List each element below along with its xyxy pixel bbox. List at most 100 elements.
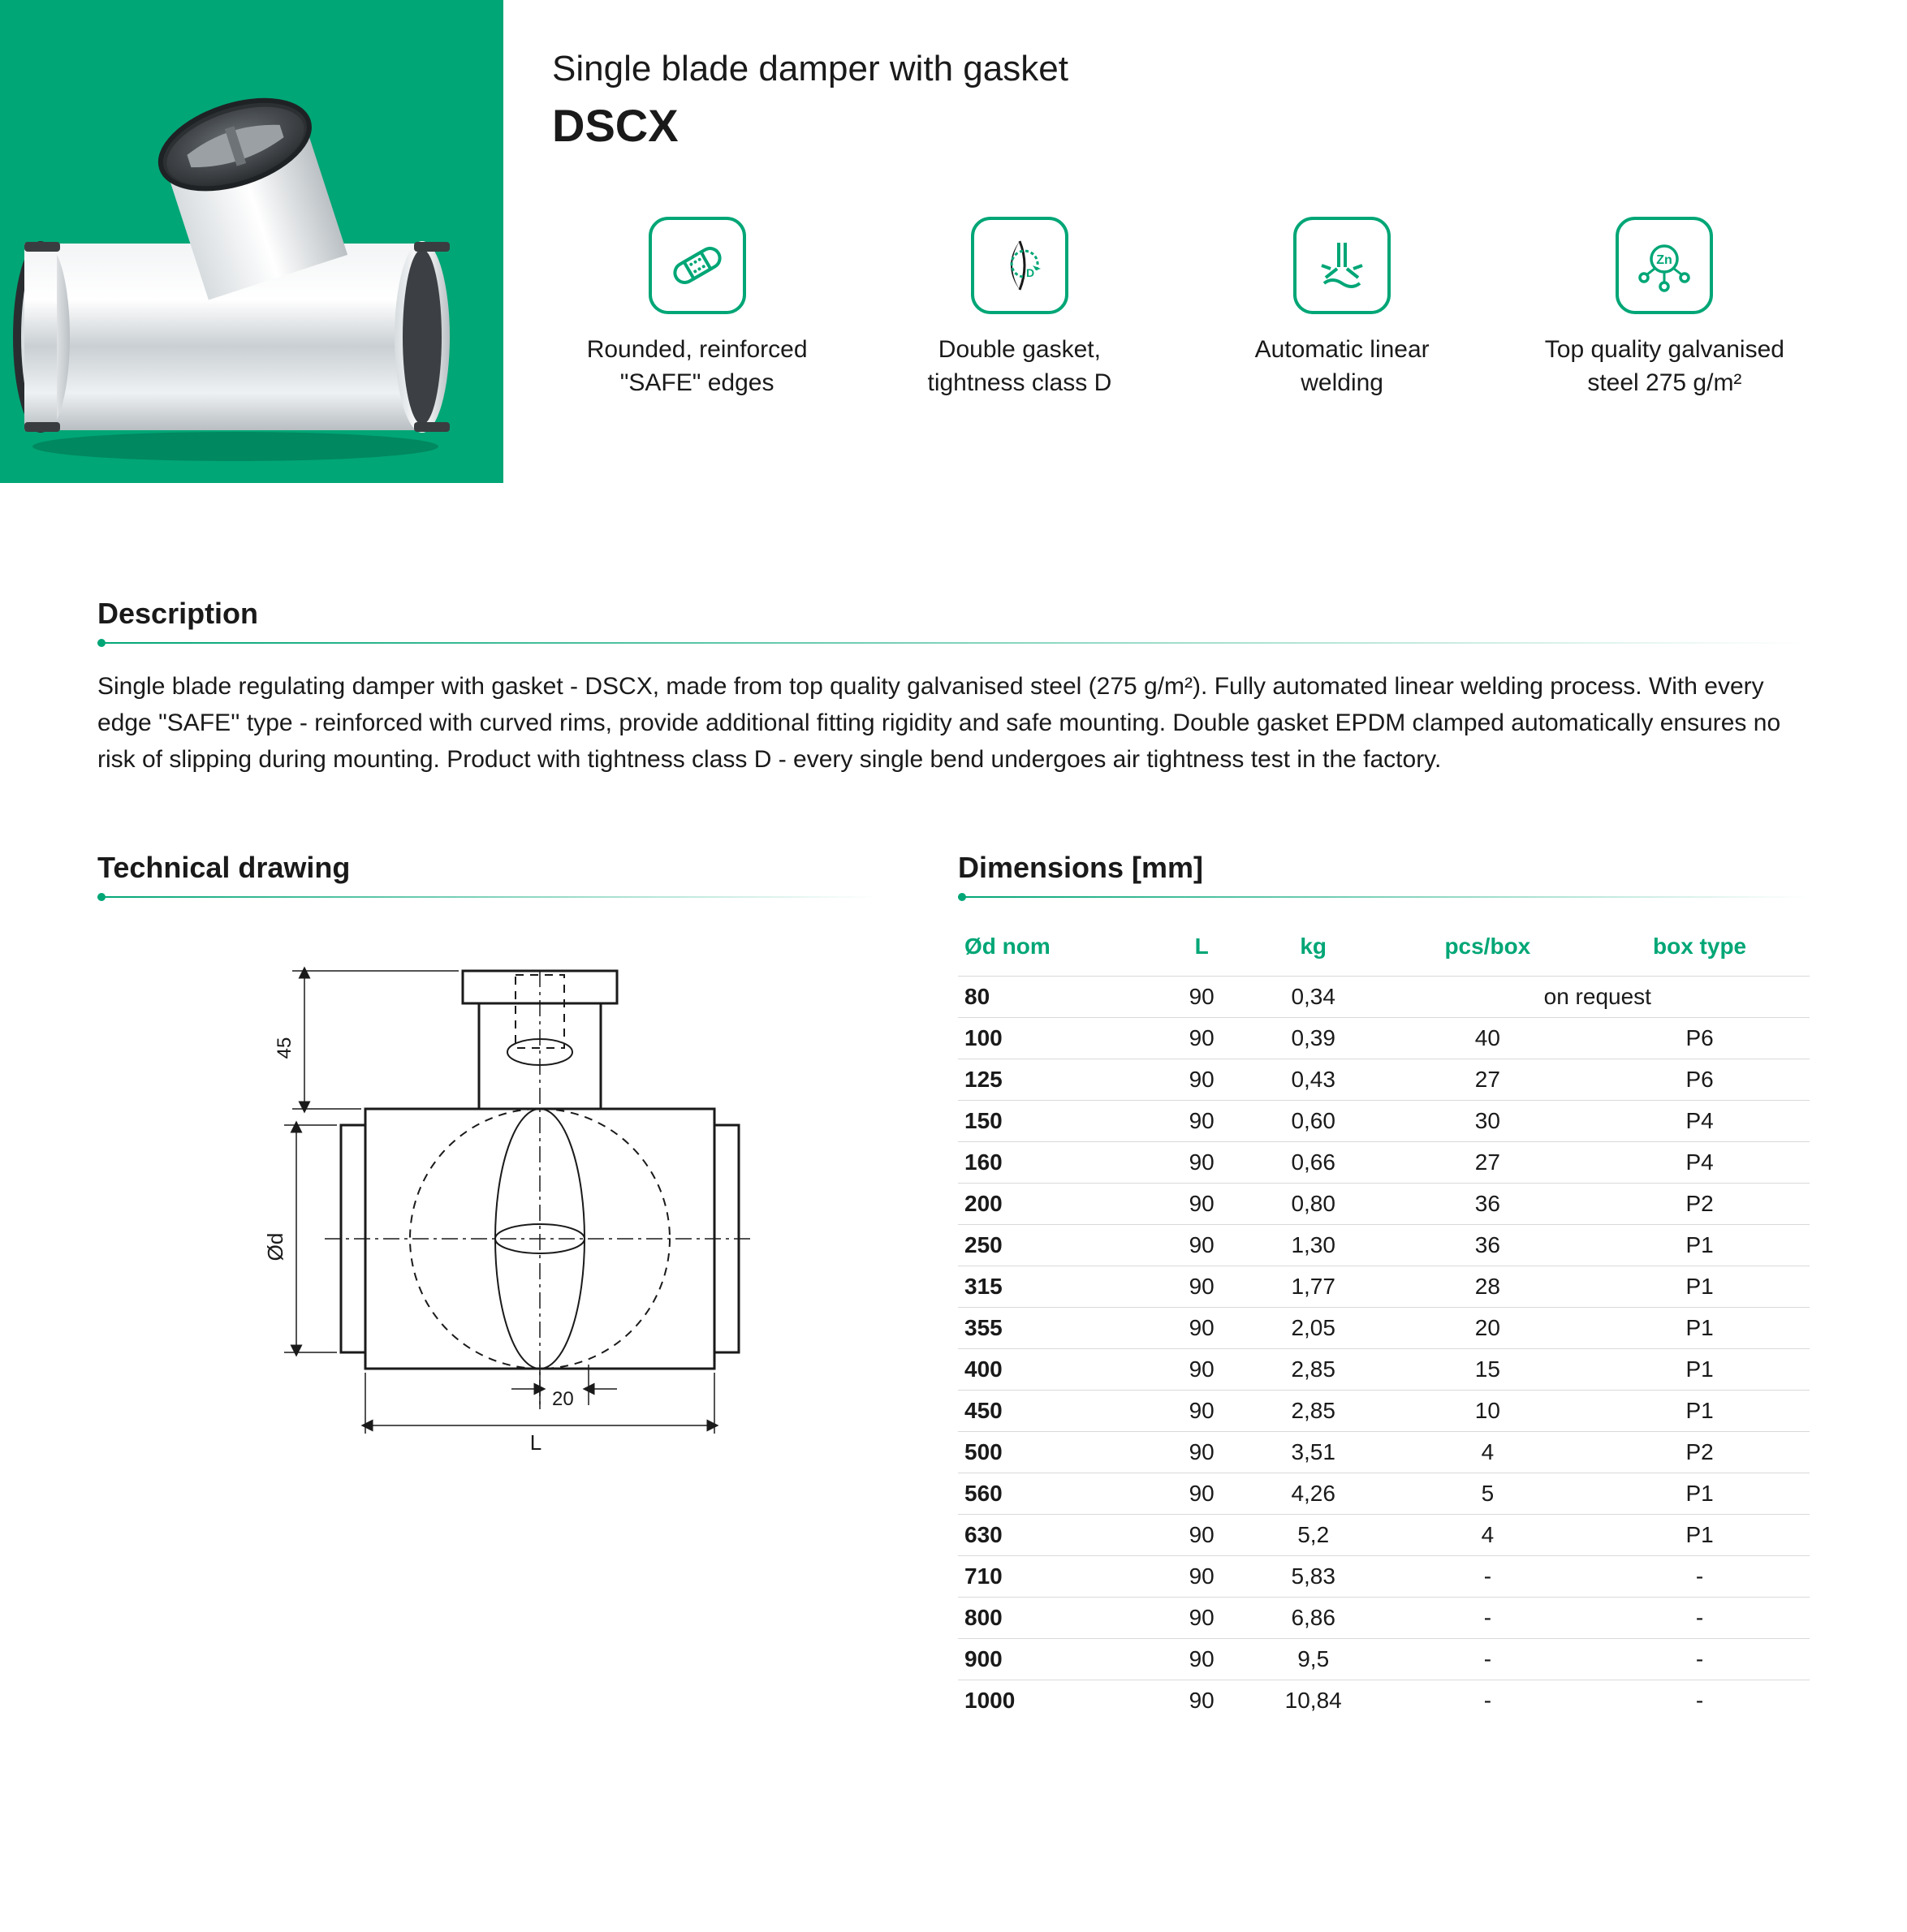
- description-text: Single blade regulating damper with gask…: [97, 668, 1810, 778]
- table-cell: 90: [1162, 1225, 1240, 1266]
- table-cell: 2,85: [1241, 1391, 1386, 1432]
- section-rule: [97, 642, 1810, 644]
- table-row: 450902,8510P1: [958, 1391, 1810, 1432]
- table-cell: P2: [1590, 1184, 1810, 1225]
- feature-label: Automatic linear welding: [1212, 334, 1472, 399]
- table-row: 800906,86--: [958, 1598, 1810, 1639]
- product-photo-placeholder: [0, 41, 479, 463]
- table-cell: P4: [1590, 1101, 1810, 1142]
- table-cell: 4,26: [1241, 1473, 1386, 1515]
- table-cell: -: [1590, 1639, 1810, 1680]
- table-cell: 630: [958, 1515, 1162, 1556]
- table-row: 355902,0520P1: [958, 1308, 1810, 1349]
- description-title: Description: [97, 597, 1810, 631]
- table-cell: 27: [1386, 1142, 1590, 1184]
- table-cell: -: [1590, 1680, 1810, 1722]
- zinc-icon: Zn: [1616, 217, 1713, 314]
- table-cell: P4: [1590, 1142, 1810, 1184]
- table-cell: 1000: [958, 1680, 1162, 1722]
- table-cell: 2,05: [1241, 1308, 1386, 1349]
- table-cell: 125: [958, 1059, 1162, 1101]
- dimensions-table: Ød nom L kg pcs/box box type 80900,34on …: [958, 922, 1810, 1721]
- table-cell: 0,43: [1241, 1059, 1386, 1101]
- technical-drawing-section: Technical drawing: [97, 851, 877, 1721]
- features-row: Rounded, reinforced "SAFE" edges D Doubl…: [552, 217, 1810, 399]
- table-cell: 560: [958, 1473, 1162, 1515]
- table-cell: 90: [1162, 1391, 1240, 1432]
- table-cell: 15: [1386, 1349, 1590, 1391]
- table-cell: 27: [1386, 1059, 1590, 1101]
- table-cell: 250: [958, 1225, 1162, 1266]
- table-cell: 100: [958, 1018, 1162, 1059]
- table-cell: P6: [1590, 1059, 1810, 1101]
- table-cell: 6,86: [1241, 1598, 1386, 1639]
- col-pcs: pcs/box: [1386, 922, 1590, 977]
- table-cell: 10,84: [1241, 1680, 1386, 1722]
- table-cell: 315: [958, 1266, 1162, 1308]
- table-cell: 0,39: [1241, 1018, 1386, 1059]
- col-d: Ød nom: [958, 922, 1162, 977]
- table-row: 100900,3940P6: [958, 1018, 1810, 1059]
- table-cell: 710: [958, 1556, 1162, 1598]
- table-cell: 90: [1162, 1184, 1240, 1225]
- product-subtitle: Single blade damper with gasket: [552, 49, 1810, 89]
- drawing-label-d: Ød: [263, 1233, 287, 1261]
- feature-welding: Automatic linear welding: [1197, 217, 1487, 399]
- table-cell: 90: [1162, 1598, 1240, 1639]
- col-L: L: [1162, 922, 1240, 977]
- table-cell: 5: [1386, 1473, 1590, 1515]
- table-cell: 900: [958, 1639, 1162, 1680]
- table-cell: 90: [1162, 1142, 1240, 1184]
- table-cell: 4: [1386, 1432, 1590, 1473]
- table-cell: P2: [1590, 1432, 1810, 1473]
- table-cell: 90: [1162, 1349, 1240, 1391]
- table-cell: P6: [1590, 1018, 1810, 1059]
- table-cell: P1: [1590, 1308, 1810, 1349]
- table-cell: 90: [1162, 1432, 1240, 1473]
- feature-galvanised: Zn Top quality galvanised steel 275 g/m²: [1520, 217, 1810, 399]
- table-cell: 5,2: [1241, 1515, 1386, 1556]
- table-cell: P1: [1590, 1349, 1810, 1391]
- feature-label: Rounded, reinforced "SAFE" edges: [567, 334, 827, 399]
- bandage-icon: [649, 217, 746, 314]
- table-row: 900909,5--: [958, 1639, 1810, 1680]
- table-cell: 90: [1162, 1639, 1240, 1680]
- table-row: 250901,3036P1: [958, 1225, 1810, 1266]
- table-cell: on request: [1386, 977, 1810, 1018]
- table-cell: 90: [1162, 1059, 1240, 1101]
- table-cell: 90: [1162, 1266, 1240, 1308]
- col-box: box type: [1590, 922, 1810, 977]
- table-row: 710905,83--: [958, 1556, 1810, 1598]
- table-row: 500903,514P2: [958, 1432, 1810, 1473]
- table-row: 80900,34on request: [958, 977, 1810, 1018]
- table-cell: 5,83: [1241, 1556, 1386, 1598]
- table-cell: 90: [1162, 1680, 1240, 1722]
- table-cell: P1: [1590, 1391, 1810, 1432]
- table-cell: 0,60: [1241, 1101, 1386, 1142]
- welding-icon: [1293, 217, 1391, 314]
- table-cell: 90: [1162, 1556, 1240, 1598]
- dimensions-title: Dimensions [mm]: [958, 851, 1810, 885]
- svg-text:Zn: Zn: [1657, 253, 1673, 267]
- table-cell: 28: [1386, 1266, 1590, 1308]
- section-rule: [958, 896, 1810, 898]
- table-row: 10009010,84--: [958, 1680, 1810, 1722]
- table-cell: 36: [1386, 1225, 1590, 1266]
- table-cell: 150: [958, 1101, 1162, 1142]
- table-cell: -: [1590, 1598, 1810, 1639]
- product-code: DSCX: [552, 99, 1810, 152]
- dimensions-section: Dimensions [mm] Ød nom L kg pcs/box box …: [958, 851, 1810, 1721]
- table-cell: P1: [1590, 1225, 1810, 1266]
- technical-drawing: 20 L Ød 45: [97, 922, 877, 1474]
- header: Single blade damper with gasket DSCX: [0, 0, 1907, 483]
- content: Description Single blade regulating damp…: [0, 597, 1907, 1721]
- table-row: 400902,8515P1: [958, 1349, 1810, 1391]
- col-kg: kg: [1241, 922, 1386, 977]
- feature-safe-edges: Rounded, reinforced "SAFE" edges: [552, 217, 842, 399]
- drawing-label-offset: 20: [552, 1388, 574, 1410]
- table-cell: 200: [958, 1184, 1162, 1225]
- section-rule: [97, 896, 877, 898]
- table-cell: 160: [958, 1142, 1162, 1184]
- feature-label: Top quality galvanised steel 275 g/m²: [1534, 334, 1794, 399]
- table-cell: 10: [1386, 1391, 1590, 1432]
